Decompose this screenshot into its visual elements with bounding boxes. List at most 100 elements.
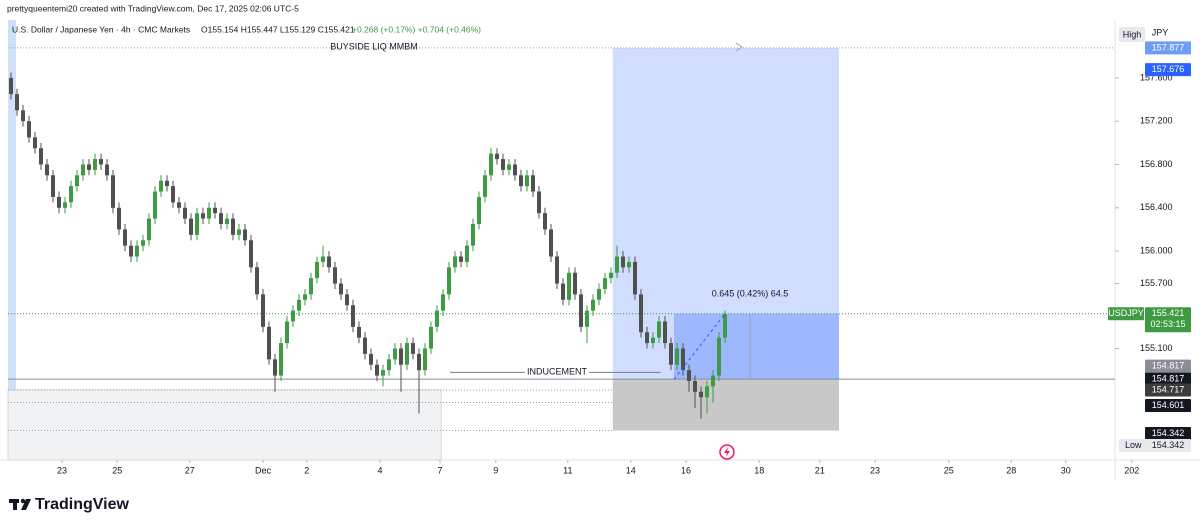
candle-body bbox=[75, 175, 79, 187]
candle-body bbox=[237, 229, 241, 235]
candle-body bbox=[639, 294, 643, 333]
candle-body bbox=[693, 380, 697, 392]
y-tick-label: 155.100 bbox=[1140, 343, 1173, 353]
candle-body bbox=[543, 213, 547, 230]
x-tick-label: 27 bbox=[185, 465, 195, 475]
candle-body bbox=[327, 256, 331, 268]
x-tick-label: Dec bbox=[255, 465, 272, 475]
x-tick-label: 7 bbox=[437, 465, 442, 475]
candle-body bbox=[717, 337, 721, 376]
candle-body bbox=[501, 159, 505, 170]
candle-body bbox=[111, 175, 115, 208]
candle-body bbox=[189, 218, 193, 235]
candle-body bbox=[159, 180, 163, 192]
candle-body bbox=[381, 370, 385, 376]
y-tick-label: 157.600 bbox=[1140, 72, 1173, 82]
candle-body bbox=[591, 299, 595, 311]
x-tick-label: 25 bbox=[112, 465, 122, 475]
candle-body bbox=[219, 213, 223, 225]
y-tick-label: 156.800 bbox=[1140, 159, 1173, 169]
price-label: 154.601 bbox=[1152, 400, 1185, 410]
candle-body bbox=[333, 267, 337, 284]
candle-body bbox=[231, 218, 235, 235]
candle-body bbox=[255, 267, 259, 295]
x-tick-label: 4 bbox=[377, 465, 382, 475]
candle-body bbox=[615, 256, 619, 273]
candle-body bbox=[249, 240, 253, 268]
candle-body bbox=[243, 229, 247, 241]
candle-body bbox=[579, 294, 583, 327]
candle-body bbox=[45, 164, 49, 176]
price-label: 154.717 bbox=[1152, 384, 1185, 394]
x-tick-label: 14 bbox=[626, 465, 636, 475]
candle-body bbox=[309, 278, 313, 295]
candle-body bbox=[147, 218, 151, 241]
candle-body bbox=[489, 153, 493, 176]
last-price-tag-bg bbox=[1108, 307, 1144, 321]
last-price: 155.421 bbox=[1152, 308, 1185, 318]
candle-body bbox=[549, 229, 553, 257]
candle-body bbox=[99, 159, 103, 165]
candle-body bbox=[57, 196, 61, 208]
candle-body bbox=[627, 261, 631, 268]
high-tag-bg bbox=[1119, 27, 1145, 42]
annotation: 0.645 (0.42%) 64.5 bbox=[712, 288, 789, 298]
annotation: BUYSIDE LIQ MMBM bbox=[330, 41, 418, 51]
candle-body bbox=[483, 175, 487, 197]
candle-body bbox=[93, 159, 97, 170]
candle-body bbox=[585, 310, 589, 327]
candle-body bbox=[507, 164, 511, 170]
high-tag[interactable]: High bbox=[1123, 29, 1142, 39]
candle-body bbox=[441, 294, 445, 311]
candle-body bbox=[129, 245, 133, 257]
candle-body bbox=[681, 348, 685, 371]
price-label-bg bbox=[1145, 63, 1191, 77]
brand-logo bbox=[9, 498, 31, 510]
candle-body bbox=[177, 202, 181, 208]
candle-body bbox=[519, 175, 523, 187]
candle-body bbox=[321, 256, 325, 262]
price-label: 154.817 bbox=[1152, 374, 1185, 384]
candle-body bbox=[69, 186, 73, 203]
candle-body bbox=[561, 283, 565, 300]
low-tag-bg bbox=[1119, 439, 1191, 453]
candle-body bbox=[393, 348, 397, 360]
x-tick-label: 25 bbox=[944, 465, 954, 475]
price-label-bg bbox=[1145, 383, 1191, 397]
candle-body bbox=[81, 164, 85, 176]
candle-body bbox=[603, 278, 607, 289]
currency[interactable]: JPY bbox=[1152, 27, 1169, 37]
candle-body bbox=[291, 310, 295, 322]
candle-body bbox=[123, 229, 127, 246]
candle-body bbox=[153, 191, 157, 219]
x-tick-label: 16 bbox=[681, 465, 691, 475]
candle-body bbox=[15, 94, 19, 111]
header: prettyqueentemi20 created with TradingVi… bbox=[7, 3, 299, 13]
candle-body bbox=[495, 153, 499, 160]
candle-body bbox=[387, 359, 391, 371]
candle-body bbox=[183, 207, 187, 219]
candle-body bbox=[273, 359, 277, 376]
change: +0.268 (+0.17%) +0.704 (+0.46%) bbox=[352, 24, 481, 34]
candle-body bbox=[63, 202, 67, 208]
candle-body bbox=[711, 375, 715, 387]
candle-body bbox=[339, 283, 343, 295]
brand[interactable]: TradingView bbox=[35, 496, 130, 513]
candle-body bbox=[537, 191, 541, 214]
candle-body bbox=[375, 364, 379, 376]
symbol: U.S. Dollar / Japanese Yen · 4h · CMC Ma… bbox=[12, 24, 190, 34]
candle-body bbox=[279, 343, 283, 376]
candle-body bbox=[9, 77, 13, 95]
price-label-bg bbox=[1145, 399, 1191, 413]
x-tick-label: 28 bbox=[1006, 465, 1016, 475]
candle-body bbox=[405, 343, 409, 365]
measure-line bbox=[673, 313, 726, 380]
candle-body bbox=[411, 343, 415, 354]
x-tick-label: 9 bbox=[493, 465, 498, 475]
x-tick-label: 30 bbox=[1061, 465, 1071, 475]
candle-body bbox=[195, 213, 199, 235]
candle-body bbox=[33, 137, 37, 149]
candle-body bbox=[225, 218, 229, 225]
y-tick-label: 156.400 bbox=[1140, 202, 1173, 212]
candle-body bbox=[477, 196, 481, 225]
